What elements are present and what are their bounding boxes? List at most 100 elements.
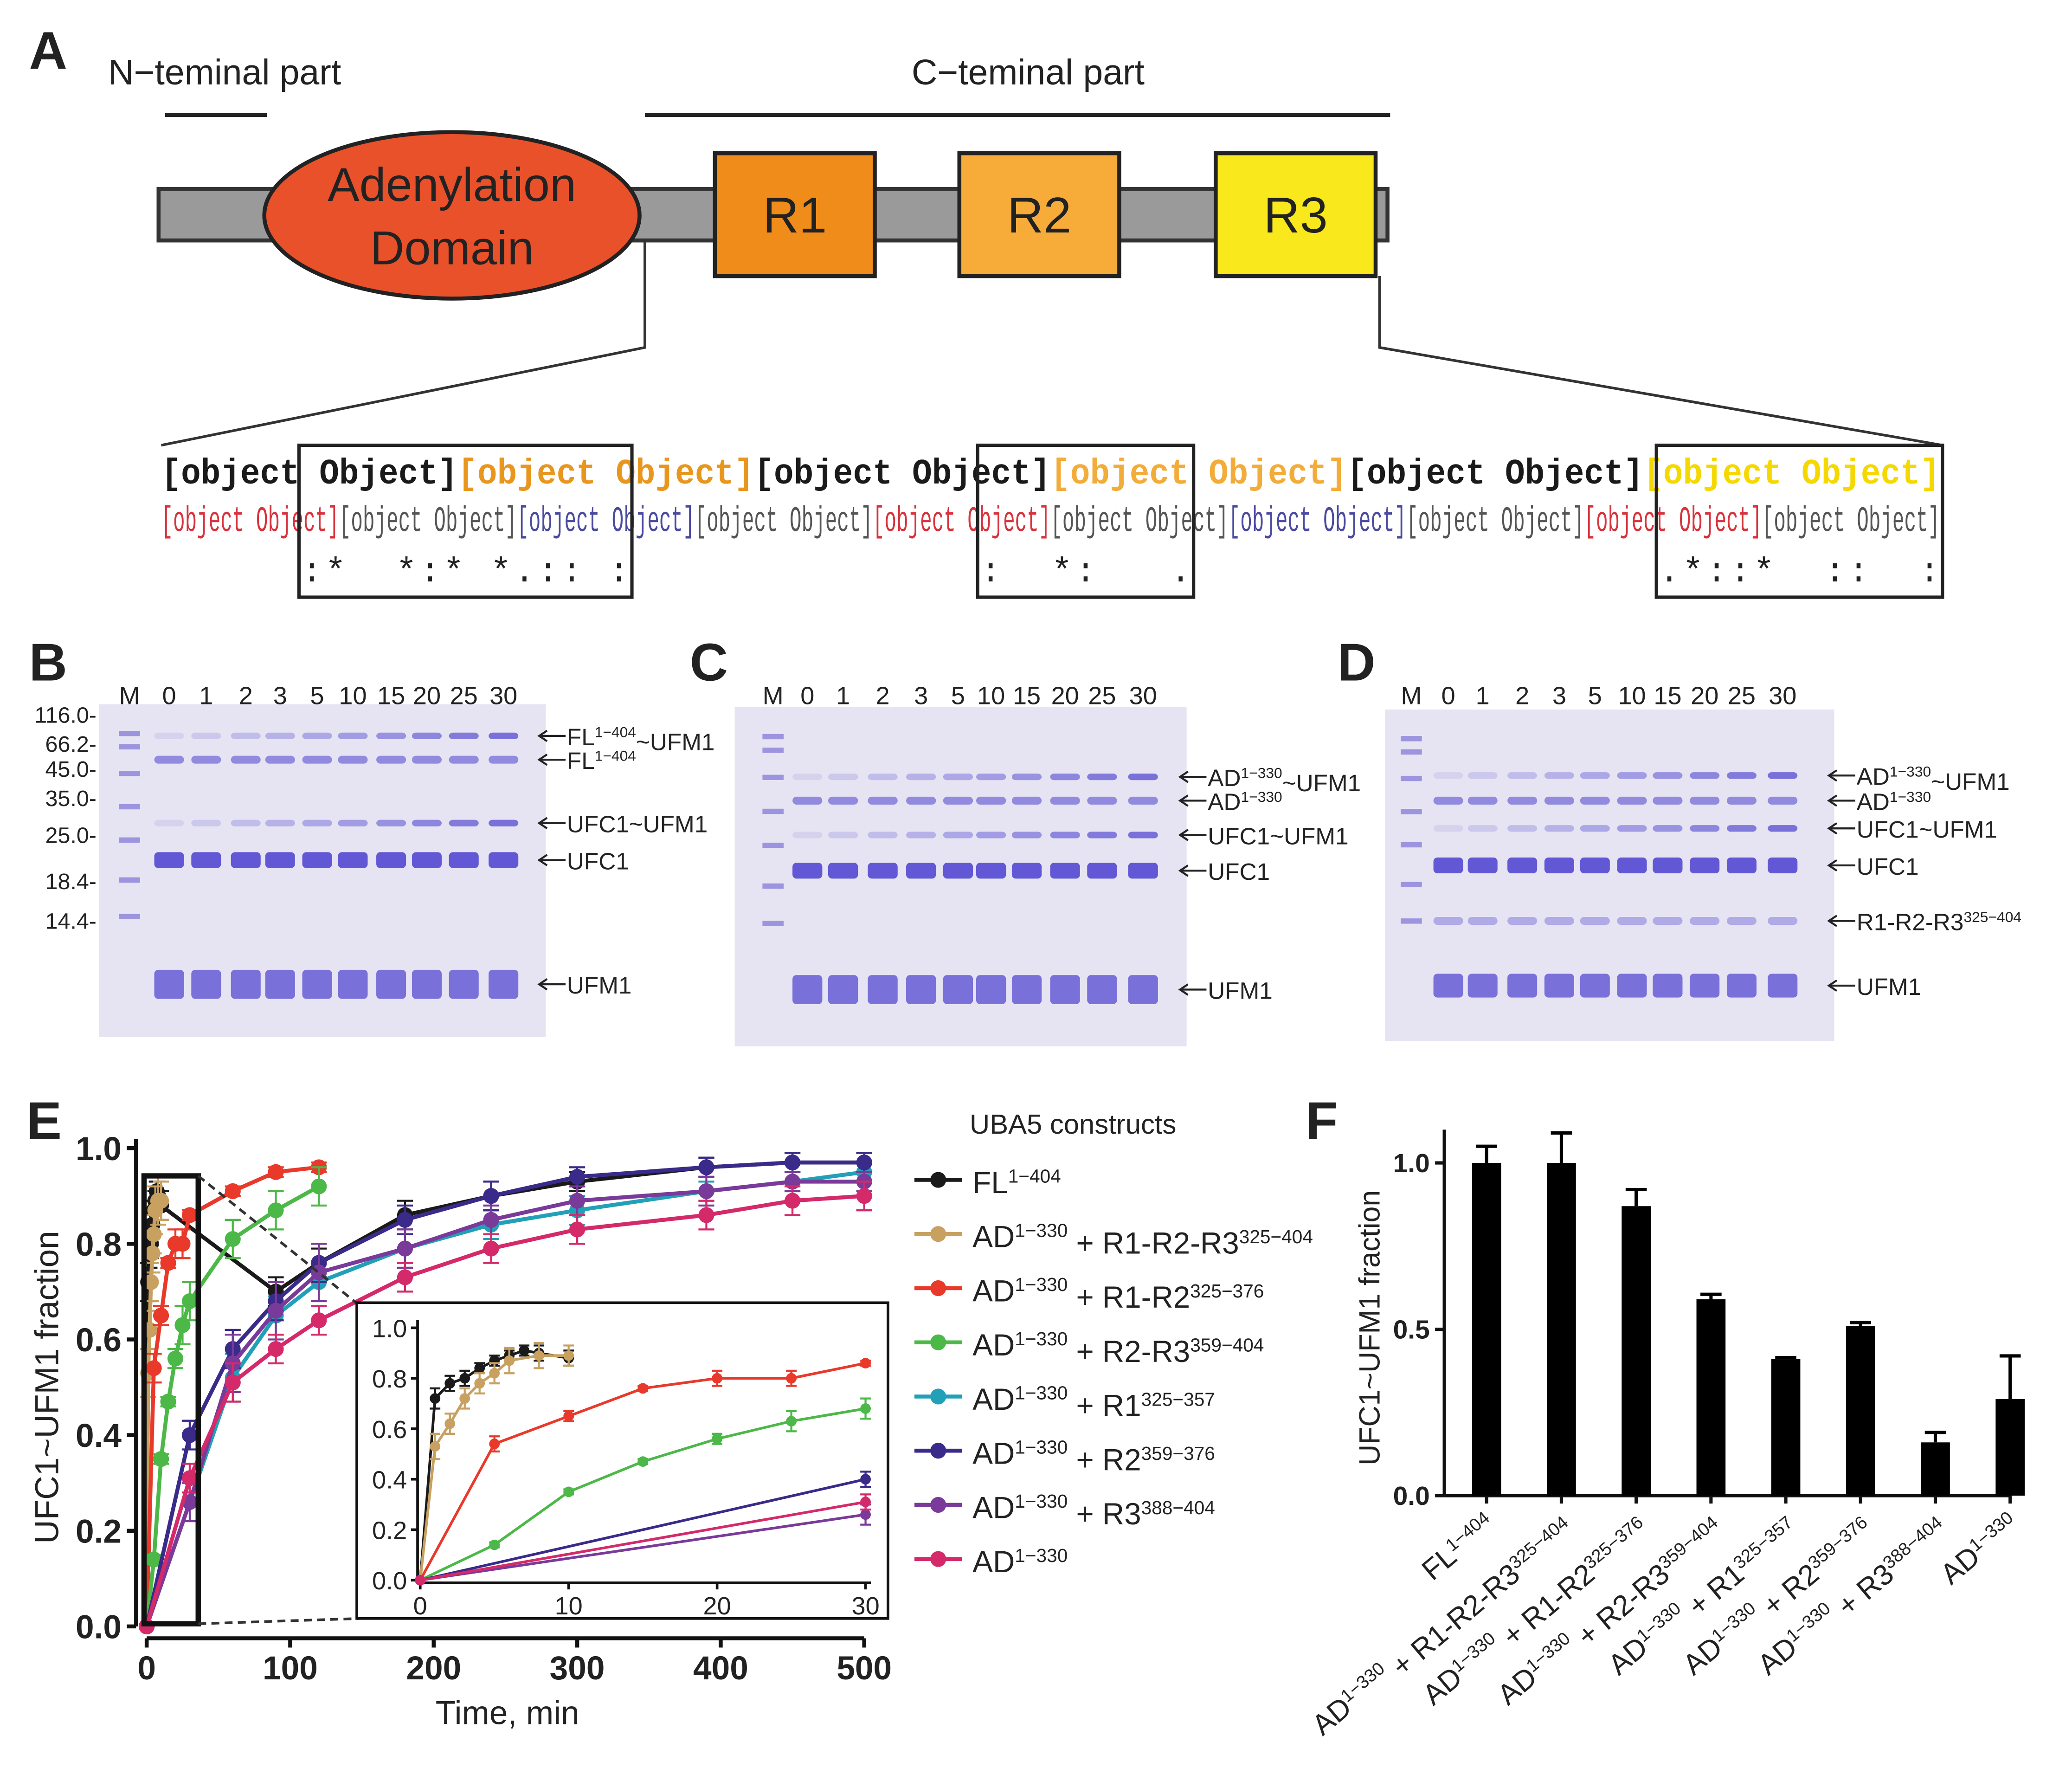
gel-band — [1726, 974, 1757, 998]
lane-label: 20 — [1691, 682, 1718, 710]
inset-x-tick-label: 0 — [413, 1592, 427, 1620]
text-part: AD — [1857, 763, 1890, 790]
band-label: AD1−330~UFM1 — [1208, 765, 1361, 796]
sequence-segment: [object Object] — [1347, 454, 1643, 495]
superscript: 325−376 — [1190, 1280, 1264, 1302]
marker-band — [1401, 749, 1422, 755]
series-point — [569, 1193, 586, 1209]
sequence-segment: [object Object] — [457, 454, 754, 495]
legend-marker — [930, 1334, 946, 1350]
lane-label: 2 — [1515, 682, 1529, 710]
sequence-segment: [object Object] — [339, 502, 517, 542]
error-bar — [1551, 1131, 1572, 1163]
band-arrowhead — [1827, 822, 1838, 835]
marker-band — [119, 804, 140, 810]
gel-band — [154, 820, 184, 826]
inset-y-tick-label: 0.6 — [372, 1416, 407, 1444]
sequence-segment: [object Object] — [1762, 502, 1940, 542]
inset-point — [504, 1355, 515, 1366]
gel-band — [231, 852, 261, 868]
marker-band — [119, 730, 140, 736]
text-part: + R1-R2-R3 — [1068, 1226, 1239, 1260]
marker-band — [119, 914, 140, 919]
marker-label: 35.0- — [45, 786, 97, 811]
inset-x-tick-label: 30 — [851, 1592, 879, 1620]
text-part: ~UFM1 — [1282, 770, 1361, 796]
text-part: AD — [972, 1274, 1015, 1308]
text-part: UFC1~UFM1 — [567, 811, 708, 838]
series-point — [397, 1240, 413, 1257]
sequence-segment: [object Object] — [517, 502, 695, 542]
series-point — [784, 1193, 801, 1209]
zoom-box — [141, 1173, 201, 1626]
lane-label: 25 — [1088, 682, 1116, 710]
gel-band — [265, 820, 295, 826]
gel-band — [1653, 796, 1683, 805]
superscript: 388−404 — [1141, 1497, 1215, 1518]
marker-band — [119, 877, 140, 883]
inset-point — [563, 1411, 574, 1422]
band-arrowhead — [1178, 794, 1189, 807]
y-tick-label: 0.4 — [76, 1418, 122, 1454]
gel-band — [449, 820, 479, 826]
lane-label: 5 — [951, 682, 965, 710]
text-part: + R1 — [1068, 1389, 1141, 1423]
gel-band — [906, 796, 936, 805]
lane-label: 15 — [1013, 682, 1041, 710]
bar — [1995, 1399, 2025, 1496]
gel-band — [1467, 916, 1498, 925]
lane-label: 5 — [1588, 682, 1602, 710]
gel-band — [1128, 975, 1158, 1004]
error-bar — [1924, 1431, 1946, 1443]
inset-x-tick-label: 10 — [555, 1592, 583, 1620]
gel-band — [1617, 825, 1647, 832]
gel-band — [1433, 916, 1463, 925]
gel-band — [1768, 857, 1798, 873]
inset-point — [563, 1350, 574, 1361]
bar — [1472, 1163, 1501, 1496]
text-part: UFM1 — [1208, 977, 1273, 1004]
inset-point — [860, 1497, 871, 1508]
inset-point — [786, 1373, 797, 1384]
marker-band — [1401, 918, 1422, 924]
text-part: AD — [1208, 765, 1241, 791]
x-tick-label: 500 — [837, 1650, 892, 1687]
series-point — [167, 1350, 184, 1367]
text-part: + R2-R3 — [1068, 1335, 1190, 1368]
superscript: 1−330 — [1015, 1382, 1068, 1404]
gel-band — [906, 774, 936, 781]
gel-band — [338, 969, 368, 999]
x-tick-label: 100 — [263, 1650, 318, 1687]
gel-band — [265, 732, 295, 739]
repeat-box — [1214, 151, 1378, 278]
text-part: ~UFM1 — [636, 729, 714, 755]
superscript: 1−330 — [1015, 1274, 1068, 1295]
zoom-connector — [198, 1617, 360, 1626]
gel-band — [1507, 772, 1538, 779]
zoom-connector — [197, 1174, 360, 1307]
gel-band — [1768, 772, 1798, 779]
lane-label: 30 — [1129, 682, 1157, 710]
gel-band — [376, 852, 406, 868]
inset-y-tick-label: 0.4 — [372, 1466, 407, 1494]
gel-band — [302, 969, 332, 999]
superscript: 325−357 — [1141, 1388, 1215, 1410]
series-point — [181, 1293, 198, 1310]
f-y-tick-label: 0.5 — [1393, 1315, 1430, 1344]
inset-line — [418, 1349, 569, 1581]
legend-entry: AD1−330 + R1-R2-R3325−404 — [972, 1220, 1313, 1260]
band-arrowhead — [1827, 979, 1838, 992]
gel-band — [792, 975, 823, 1004]
series-point — [146, 1360, 162, 1376]
band-label: UFC1 — [1857, 853, 1919, 880]
gel-band — [1690, 916, 1720, 925]
repeat-box — [957, 151, 1121, 278]
superscript: 325−404 — [1239, 1226, 1313, 1247]
superscript: 1−330 — [1890, 763, 1931, 780]
f-y-tick-label: 1.0 — [1393, 1149, 1430, 1178]
sequence-segment: [object Object] — [1229, 502, 1406, 542]
series-point — [181, 1427, 198, 1443]
y-tick-label: 0.8 — [76, 1226, 122, 1263]
inset-point — [860, 1358, 871, 1368]
lane-label: M — [119, 682, 140, 710]
